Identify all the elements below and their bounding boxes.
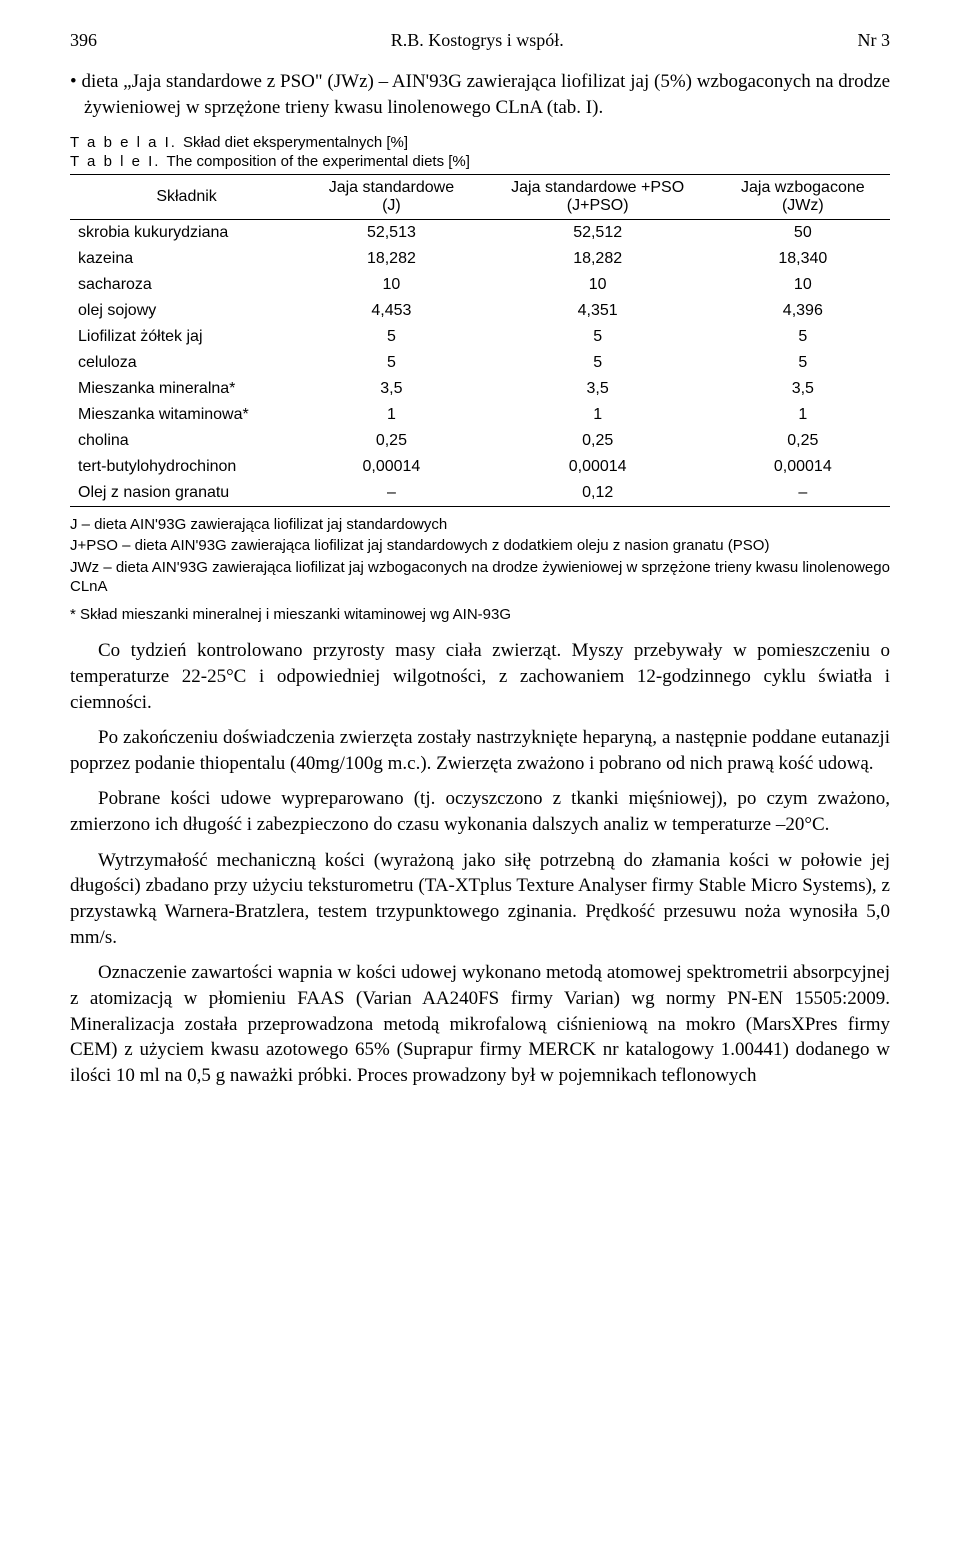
cell: 3,5 bbox=[303, 376, 480, 402]
table-row: tert-butylohydrochinon0,000140,000140,00… bbox=[70, 454, 890, 480]
cell: 0,00014 bbox=[716, 454, 890, 480]
paragraph: Wytrzymałość mechaniczną kości (wyrażoną… bbox=[70, 848, 890, 951]
cell: 0,12 bbox=[480, 480, 716, 507]
cell: 5 bbox=[303, 324, 480, 350]
table-row: Mieszanka mineralna*3,53,53,5 bbox=[70, 376, 890, 402]
cell: 5 bbox=[716, 324, 890, 350]
cell: 10 bbox=[716, 272, 890, 298]
cell: 18,282 bbox=[480, 246, 716, 272]
page-title: R.B. Kostogrys i współ. bbox=[391, 30, 564, 51]
cell-label: sacharoza bbox=[70, 272, 303, 298]
note-asterisk: * Skład mieszanki mineralnej i mieszanki… bbox=[70, 605, 890, 625]
note-j: J – dieta AIN'93G zawierająca liofilizat… bbox=[70, 515, 890, 535]
cell: 50 bbox=[716, 219, 890, 246]
cell: 18,282 bbox=[303, 246, 480, 272]
cell: 10 bbox=[480, 272, 716, 298]
cell: 3,5 bbox=[480, 376, 716, 402]
cell: 0,25 bbox=[480, 428, 716, 454]
page-container: 396 R.B. Kostogrys i współ. Nr 3 • dieta… bbox=[0, 0, 960, 1139]
cell: 18,340 bbox=[716, 246, 890, 272]
th-jwz-bot: (JWz) bbox=[724, 197, 882, 215]
composition-table: Składnik Jaja standardowe (J) Jaja stand… bbox=[70, 174, 890, 507]
th-j: Jaja standardowe (J) bbox=[303, 174, 480, 219]
cell: 0,25 bbox=[716, 428, 890, 454]
th-j-bot: (J) bbox=[311, 197, 472, 215]
cell: 52,512 bbox=[480, 219, 716, 246]
cell-label: cholina bbox=[70, 428, 303, 454]
caption-pl-label: T a b e l a I. bbox=[70, 134, 177, 153]
cell: 0,00014 bbox=[303, 454, 480, 480]
cell: 52,513 bbox=[303, 219, 480, 246]
cell: 4,396 bbox=[716, 298, 890, 324]
cell-label: Olej z nasion granatu bbox=[70, 480, 303, 507]
cell: 1 bbox=[480, 402, 716, 428]
table-row: kazeina18,28218,28218,340 bbox=[70, 246, 890, 272]
th-jwz: Jaja wzbogacone (JWz) bbox=[716, 174, 890, 219]
body-text: Co tydzień kontrolowano przyrosty masy c… bbox=[70, 638, 890, 1088]
cell: 4,351 bbox=[480, 298, 716, 324]
table-body: skrobia kukurydziana52,51352,51250 kazei… bbox=[70, 219, 890, 506]
issue-number: Nr 3 bbox=[858, 30, 891, 51]
page-header: 396 R.B. Kostogrys i współ. Nr 3 bbox=[70, 30, 890, 51]
cell-label: kazeina bbox=[70, 246, 303, 272]
cell-label: tert-butylohydrochinon bbox=[70, 454, 303, 480]
paragraph: Co tydzień kontrolowano przyrosty masy c… bbox=[70, 638, 890, 715]
cell-label: olej sojowy bbox=[70, 298, 303, 324]
paragraph: Pobrane kości udowe wypreparowano (tj. o… bbox=[70, 786, 890, 837]
cell: 5 bbox=[480, 350, 716, 376]
cell: 1 bbox=[716, 402, 890, 428]
th-jpso-top: Jaja standardowe +PSO bbox=[488, 179, 708, 197]
cell: 10 bbox=[303, 272, 480, 298]
caption-en-label: T a b l e I. bbox=[70, 153, 160, 172]
table-row: Olej z nasion granatu–0,12– bbox=[70, 480, 890, 507]
cell: – bbox=[303, 480, 480, 507]
caption-pl-text: Skład diet eksperymentalnych [%] bbox=[183, 134, 408, 153]
cell-label: Mieszanka mineralna* bbox=[70, 376, 303, 402]
th-jpso: Jaja standardowe +PSO (J+PSO) bbox=[480, 174, 716, 219]
table-row: Mieszanka witaminowa*111 bbox=[70, 402, 890, 428]
cell: 5 bbox=[716, 350, 890, 376]
table-row: celuloza555 bbox=[70, 350, 890, 376]
table-row: cholina0,250,250,25 bbox=[70, 428, 890, 454]
paragraph: Po zakończeniu doświadczenia zwierzęta z… bbox=[70, 725, 890, 776]
paragraph: Oznaczenie zawartości wapnia w kości udo… bbox=[70, 960, 890, 1088]
bullet-item: • dieta „Jaja standardowe z PSO" (JWz) –… bbox=[70, 69, 890, 120]
cell-label: Liofilizat żółtek jaj bbox=[70, 324, 303, 350]
cell: 0,00014 bbox=[480, 454, 716, 480]
note-jwz: JWz – dieta AIN'93G zawierająca liofiliz… bbox=[70, 558, 890, 597]
page-number: 396 bbox=[70, 30, 97, 51]
cell-label: Mieszanka witaminowa* bbox=[70, 402, 303, 428]
caption-en-text: The composition of the experimental diet… bbox=[166, 153, 470, 172]
table-row: sacharoza101010 bbox=[70, 272, 890, 298]
cell: 3,5 bbox=[716, 376, 890, 402]
cell: 0,25 bbox=[303, 428, 480, 454]
cell-label: skrobia kukurydziana bbox=[70, 219, 303, 246]
th-component: Składnik bbox=[70, 174, 303, 219]
cell: 5 bbox=[480, 324, 716, 350]
cell-label: celuloza bbox=[70, 350, 303, 376]
cell: 5 bbox=[303, 350, 480, 376]
th-jwz-top: Jaja wzbogacone bbox=[724, 179, 882, 197]
table-row: skrobia kukurydziana52,51352,51250 bbox=[70, 219, 890, 246]
th-j-top: Jaja standardowe bbox=[311, 179, 472, 197]
table-caption: T a b e l a I. Skład diet eksperymentaln… bbox=[70, 134, 890, 172]
cell: 4,453 bbox=[303, 298, 480, 324]
table-row: Liofilizat żółtek jaj555 bbox=[70, 324, 890, 350]
table-row: olej sojowy4,4534,3514,396 bbox=[70, 298, 890, 324]
note-jpso: J+PSO – dieta AIN'93G zawierająca liofil… bbox=[70, 536, 890, 556]
table-notes: J – dieta AIN'93G zawierająca liofilizat… bbox=[70, 515, 890, 625]
cell: – bbox=[716, 480, 890, 507]
cell: 1 bbox=[303, 402, 480, 428]
th-jpso-bot: (J+PSO) bbox=[488, 197, 708, 215]
